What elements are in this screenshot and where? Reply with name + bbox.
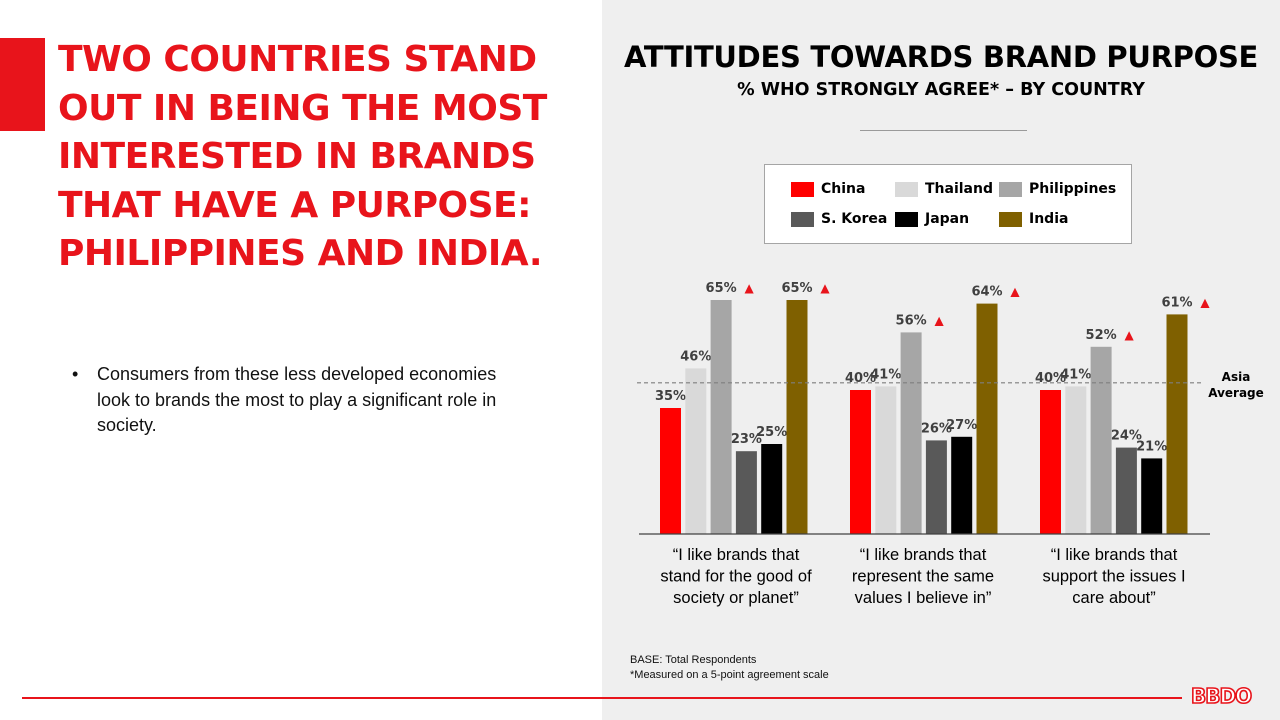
legend-swatch-china — [791, 181, 814, 197]
data-label-japan-3: 21% — [1136, 439, 1167, 454]
accent-block — [0, 38, 45, 131]
category-label-3-line-1: “I like brands that — [1051, 546, 1178, 564]
bbdo-logo: BBDO — [1190, 683, 1253, 709]
legend-swatch-japan — [895, 211, 918, 227]
legend-label-china: China — [821, 181, 866, 197]
data-label-philippines-2: 56% — [896, 313, 927, 328]
data-label-japan-1: 25% — [756, 425, 787, 440]
category-label-3-line-2: support the issues I — [1042, 568, 1185, 586]
data-label-china-1: 35% — [655, 389, 686, 404]
bullet-list: Consumers from these less developed econ… — [72, 362, 532, 439]
highlight-marker-philippines-3: ▲ — [1124, 328, 1134, 342]
highlight-marker-india-1: ▲ — [820, 281, 830, 295]
data-label-india-1: 65% — [781, 281, 812, 296]
data-label-s-korea-1: 23% — [731, 432, 762, 447]
bar-india-2 — [976, 303, 998, 534]
data-label-japan-2: 27% — [946, 418, 977, 433]
legend-item-s-korea: S. Korea — [791, 211, 887, 227]
legend-item-japan: Japan — [895, 211, 969, 227]
bar-india-1 — [786, 300, 808, 534]
footer-rule — [22, 697, 1182, 699]
bar-japan-2 — [951, 436, 973, 534]
legend-item-thailand: Thailand — [895, 181, 993, 197]
legend-swatch-thailand — [895, 181, 918, 197]
legend-label-philippines: Philippines — [1029, 181, 1117, 197]
bar-philippines-3 — [1090, 346, 1112, 534]
data-label-philippines-3: 52% — [1086, 328, 1117, 343]
bullet-item: Consumers from these less developed econ… — [72, 362, 532, 439]
data-label-s-korea-2: 26% — [921, 421, 952, 436]
bar-philippines-2 — [900, 332, 922, 534]
legend-label-japan: Japan — [925, 211, 970, 227]
bar-japan-1 — [761, 444, 783, 534]
data-label-india-2: 64% — [971, 285, 1002, 300]
bar-japan-3 — [1141, 458, 1163, 534]
legend-label-s-korea: S. Korea — [821, 211, 888, 227]
category-label-1-line-2: stand for the good of — [660, 568, 812, 586]
data-label-thailand-2: 41% — [870, 367, 901, 382]
legend-swatch-s-korea — [791, 211, 814, 227]
asia-average-label-1: Asia — [1222, 370, 1251, 384]
footnote-base: BASE: Total Respondents — [630, 654, 757, 666]
chart-title: ATTITUDES TOWARDS BRAND PURPOSE — [623, 40, 1259, 74]
category-label-2-line-2: represent the same — [852, 568, 994, 586]
highlight-marker-philippines-1: ▲ — [744, 281, 754, 295]
footnote-scale: *Measured on a 5-point agreement scale — [630, 669, 829, 681]
bar-s-korea-2 — [925, 440, 947, 534]
bar-s-korea-3 — [1115, 447, 1137, 534]
data-label-philippines-1: 65% — [706, 281, 737, 296]
bar-china-2 — [850, 390, 871, 534]
chart-legend: China Thailand Philippines S. Korea Japa… — [764, 164, 1132, 244]
bar-china-3 — [1040, 390, 1061, 534]
legend-swatch-philippines — [999, 181, 1022, 197]
bar-chart: 35%40% 40%46%41% 41%65% ▲56% ▲52% ▲23%26% 24%2… — [637, 281, 1264, 607]
highlight-marker-india-2: ▲ — [1010, 285, 1020, 299]
legend-item-china: China — [791, 181, 865, 197]
bar-s-korea-1 — [735, 451, 757, 534]
bar-china-1 — [660, 408, 681, 534]
highlight-marker-india-3: ▲ — [1200, 295, 1210, 309]
data-label-s-korea-3: 24% — [1111, 429, 1142, 444]
title-divider — [860, 130, 1027, 131]
data-label-thailand-1: 46% — [680, 349, 711, 364]
legend-label-thailand: Thailand — [925, 181, 993, 197]
category-label-2-line-3: values I believe in” — [855, 589, 992, 607]
bar-thailand-2 — [875, 386, 897, 534]
legend-item-philippines: Philippines — [999, 181, 1116, 197]
highlight-marker-philippines-2: ▲ — [934, 313, 944, 327]
bar-philippines-1 — [710, 300, 732, 534]
legend-swatch-india — [999, 211, 1022, 227]
legend-item-india: India — [999, 211, 1068, 227]
category-label-1-line-1: “I like brands that — [673, 546, 800, 564]
chart-subtitle: % WHO STRONGLY AGREE* – BY COUNTRY — [737, 80, 1145, 100]
bar-thailand-3 — [1065, 386, 1087, 534]
bar-india-3 — [1166, 314, 1188, 534]
data-label-india-3: 61% — [1161, 295, 1192, 310]
bar-thailand-1 — [685, 368, 707, 534]
headline: TWO COUNTRIES STAND OUT IN BEING THE MOS… — [58, 39, 547, 274]
asia-average-label-2: Average — [1208, 386, 1264, 400]
category-label-2-line-1: “I like brands that — [860, 546, 987, 564]
legend-label-india: India — [1029, 211, 1069, 227]
category-label-3-line-3: care about” — [1072, 589, 1155, 607]
data-label-thailand-3: 41% — [1060, 367, 1091, 382]
category-label-1-line-3: society or planet” — [673, 589, 799, 607]
